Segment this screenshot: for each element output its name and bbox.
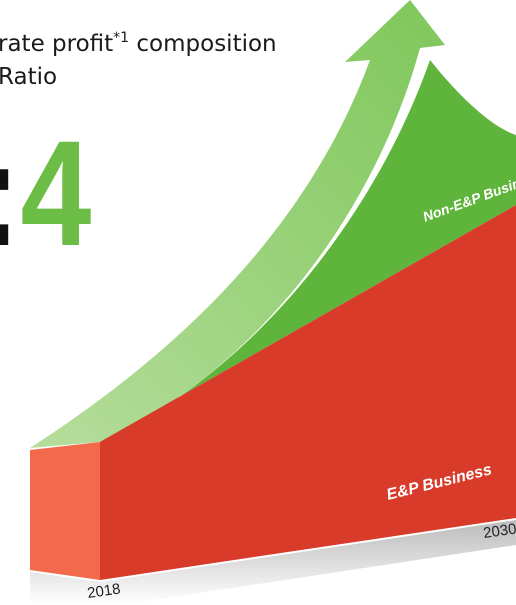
title-suffix: composition <box>129 31 277 57</box>
footnote-mark: *1 <box>113 30 130 46</box>
title-line-1: rate profit*1 composition <box>0 30 277 57</box>
ratio: :4 <box>0 118 91 268</box>
ratio-value: 4 <box>20 109 92 277</box>
title-line-2: Ratio <box>0 64 58 90</box>
ep-front-face <box>30 442 100 580</box>
title-prefix: rate profit <box>0 31 114 57</box>
ratio-colon: : <box>0 109 20 277</box>
end-year: 2030 <box>482 520 516 541</box>
shadow <box>30 520 516 605</box>
ep-area <box>100 205 516 580</box>
non-ep-area <box>100 60 516 442</box>
arrow-sweep <box>30 0 445 448</box>
start-year: 2018 <box>86 580 121 601</box>
